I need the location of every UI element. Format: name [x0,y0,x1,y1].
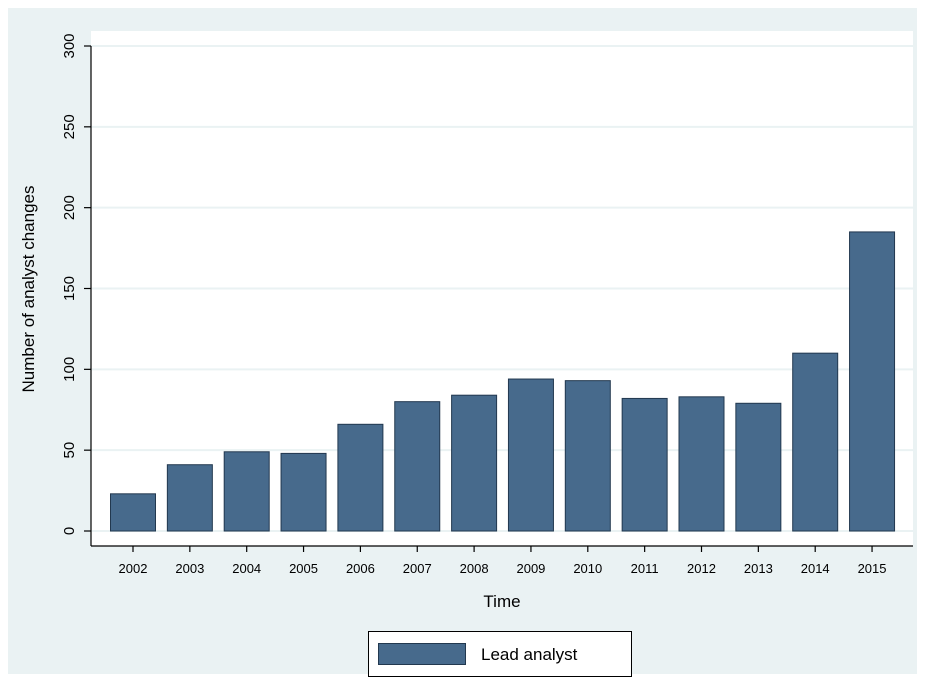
x-tick-label: 2004 [232,561,261,576]
x-tick-label: 2012 [687,561,716,576]
bar [166,464,213,532]
x-tick-label: 2015 [858,561,887,576]
x-tick-label: 2006 [346,561,375,576]
bar [337,423,384,532]
y-tick-label: 200 [61,195,78,220]
bar [507,378,554,532]
bar [451,394,498,532]
x-tick-label: 2003 [175,561,204,576]
x-tick-label: 2009 [516,561,545,576]
y-tick-label: 250 [61,114,78,139]
x-tick-label: 2005 [289,561,318,576]
y-tick-label: 150 [61,276,78,301]
x-axis-label: Time [483,592,520,611]
bar [735,402,782,532]
legend-label: Lead analyst [481,645,578,664]
bar [110,493,156,532]
bar [849,231,896,532]
bar [792,352,839,532]
legend: Lead analyst [368,631,632,677]
y-tick-label: 50 [61,442,78,459]
bars [110,231,896,532]
x-tick-label: 2011 [631,561,659,576]
x-tick-label: 2008 [460,561,489,576]
bar [621,397,668,532]
x-tick-label: 2014 [801,561,830,576]
y-tick-label: 100 [61,357,78,382]
bar [678,396,725,532]
bar [564,380,611,532]
x-tick-label: 2010 [573,561,602,576]
y-axis-label: Number of analyst changes [19,186,38,393]
bar [223,451,270,532]
x-tick-label: 2013 [744,561,773,576]
x-tick-label: 2002 [119,561,148,576]
x-tick-label: 2007 [403,561,432,576]
bar [280,452,327,532]
y-axis: 0 50 100 150 200 250 300 [61,33,92,546]
legend-swatch [378,643,466,665]
y-tick-label: 300 [61,33,78,58]
x-axis: 2002 2003 2004 2005 2006 2007 2008 2009 2010 2011… [91,545,913,576]
y-tick-label: 0 [61,527,78,535]
bar [394,401,441,532]
